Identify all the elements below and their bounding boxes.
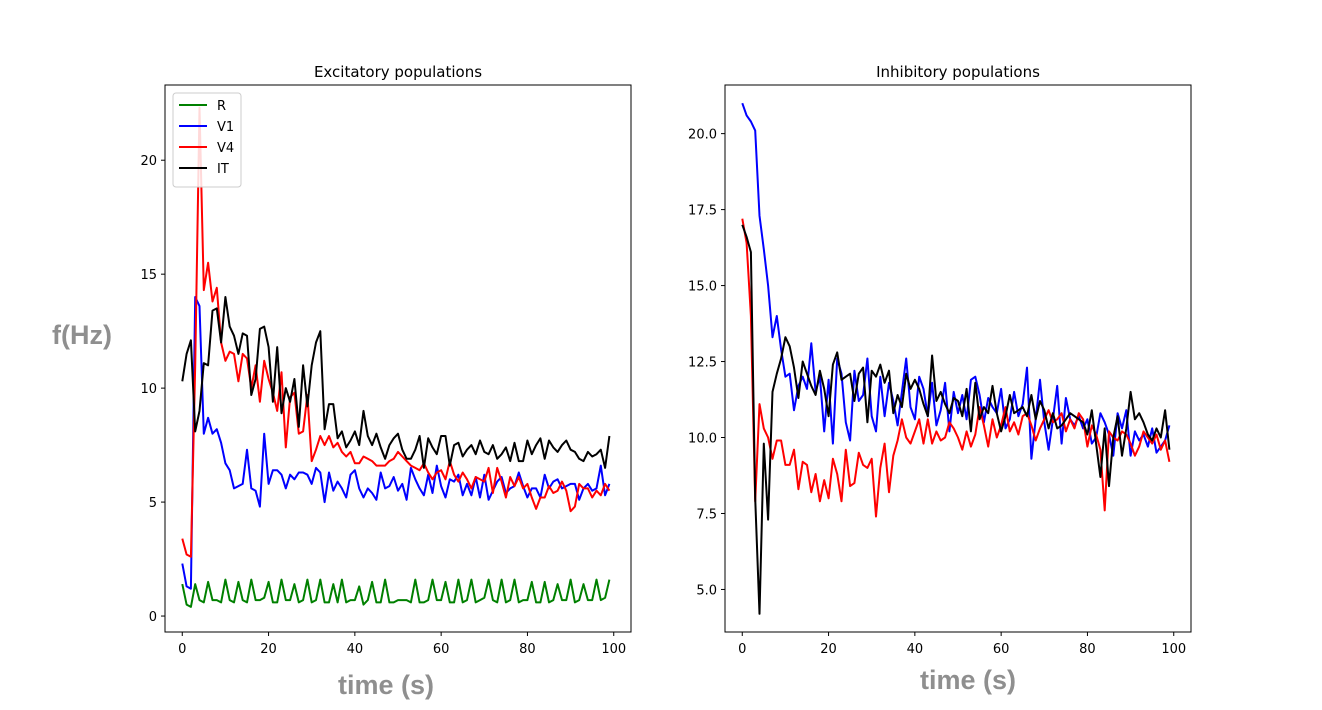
excitatory-series-it-line xyxy=(181,296,611,469)
excitatory-y-tick-label: 0 xyxy=(149,610,157,625)
excitatory-series-lines xyxy=(181,106,611,608)
inhibitory-x-tick-label: 20 xyxy=(820,642,837,657)
inhibitory-x-tick-label: 40 xyxy=(907,642,924,657)
inhibitory-y-tick-label: 12.5 xyxy=(688,356,717,371)
excitatory-series-v1-line xyxy=(181,296,611,590)
inhibitory-ticks: 0 20 40 60 80 100 5.0 7.5 10.0 12.5 15.0 17.5 20.0 xyxy=(688,128,1186,657)
excitatory-x-tick-label: 100 xyxy=(601,642,626,657)
legend-label-it: IT xyxy=(217,162,229,177)
inhibitory-series-lines xyxy=(741,102,1171,615)
legend-label-r: R xyxy=(217,99,226,114)
inhibitory-title: Inhibitory populations xyxy=(876,63,1040,81)
excitatory-y-tick-label: 10 xyxy=(140,382,157,397)
y-axis-label: f(Hz) xyxy=(52,320,112,350)
x-axis-label-right: time (s) xyxy=(920,665,1016,695)
inhibitory-series-it-line xyxy=(741,224,1171,615)
inhibitory-series-v4-line xyxy=(741,218,1171,518)
inhibitory-series-v1-line xyxy=(741,102,1171,460)
excitatory-y-tick-label: 5 xyxy=(149,496,157,511)
excitatory-x-tick-label: 60 xyxy=(433,642,450,657)
excitatory-title: Excitatory populations xyxy=(314,63,482,81)
legend-frame xyxy=(172,92,242,188)
legend-label-v1: V1 xyxy=(217,120,234,135)
inhibitory-panel: Inhibitory populations 0 20 40 60 80 100 5.0 7.… xyxy=(688,63,1192,657)
excitatory-y-tick-label: 20 xyxy=(140,154,157,169)
inhibitory-y-tick-label: 7.5 xyxy=(696,507,717,522)
inhibitory-x-tick-label: 60 xyxy=(993,642,1010,657)
excitatory-x-tick-label: 40 xyxy=(347,642,364,657)
excitatory-series-v4-line xyxy=(181,106,611,558)
excitatory-series-r-line xyxy=(181,578,611,608)
inhibitory-y-tick-label: 15.0 xyxy=(688,280,717,295)
inhibitory-y-tick-label: 20.0 xyxy=(688,128,717,143)
inhibitory-x-tick-label: 80 xyxy=(1079,642,1096,657)
excitatory-x-tick-label: 80 xyxy=(519,642,536,657)
excitatory-ticks: 0 20 40 60 80 100 0 5 10 15 20 xyxy=(140,154,626,657)
inhibitory-y-tick-label: 10.0 xyxy=(688,432,717,447)
excitatory-x-tick-label: 0 xyxy=(178,642,186,657)
x-axis-label-left: time (s) xyxy=(338,670,434,700)
inhibitory-y-tick-label: 5.0 xyxy=(696,583,717,598)
excitatory-axes-frame xyxy=(164,84,632,633)
excitatory-x-tick-label: 20 xyxy=(260,642,277,657)
excitatory-y-tick-label: 15 xyxy=(140,268,157,283)
inhibitory-x-tick-label: 100 xyxy=(1161,642,1186,657)
excitatory-panel: Excitatory populations 0 20 40 60 80 100 0 5 10 1… xyxy=(140,63,632,657)
inhibitory-y-tick-label: 17.5 xyxy=(688,204,717,219)
legend-label-v4: V4 xyxy=(217,141,234,156)
excitatory-legend: R V1 V4 IT xyxy=(172,92,242,188)
inhibitory-axes-frame xyxy=(724,84,1192,633)
inhibitory-x-tick-label: 0 xyxy=(738,642,746,657)
